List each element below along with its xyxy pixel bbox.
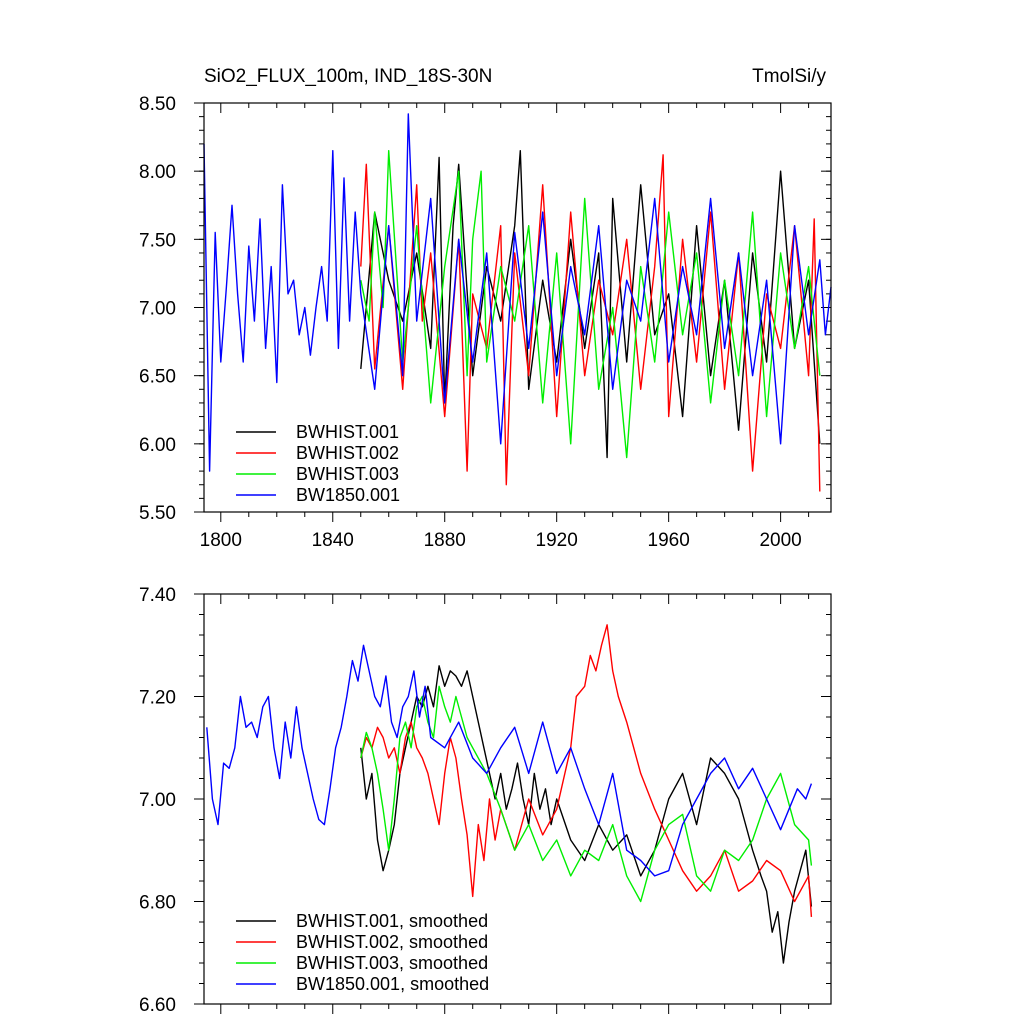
x-tick-label: 1800 <box>200 530 242 551</box>
x-tick-label: 1960 <box>648 530 690 551</box>
legend-label: BWHIST.003 <box>296 464 399 484</box>
bottom-axis-ticks: 6.60 6.80 7.00 7.20 7.40 <box>139 585 831 1016</box>
series-line-bwhist-002 <box>360 154 821 492</box>
top-series-lines <box>203 113 832 492</box>
top-chart-panel: SiO2_FLUX_100m, IND_18S-30N TmolSi/y 180… <box>139 66 832 551</box>
y-tick-label: 8.50 <box>139 94 176 115</box>
legend-label: BWHIST.001, smoothed <box>296 911 488 931</box>
y-tick-label: 7.00 <box>139 299 176 320</box>
y-tick-label: 7.40 <box>139 585 176 606</box>
y-tick-label: 7.20 <box>139 688 176 709</box>
legend-label: BW1850.001 <box>296 485 400 505</box>
x-tick-label: 1880 <box>424 530 466 551</box>
y-tick-label: 6.60 <box>139 995 176 1016</box>
top-chart-units: TmolSi/y <box>752 66 826 87</box>
series-line-bwhist-002 <box>360 624 813 917</box>
series-line-bw1850-001 <box>206 644 813 877</box>
legend-label: BWHIST.002, smoothed <box>296 932 488 952</box>
bottom-plot-frame <box>203 593 832 1005</box>
top-axis-ticks: 1800 1840 1880 1920 1960 2000 5.50 6.00 6.50 7.00… <box>139 94 831 551</box>
y-tick-label: 8.00 <box>139 162 176 183</box>
top-plot-frame <box>203 102 832 513</box>
y-tick-label: 6.00 <box>139 435 176 456</box>
y-tick-label: 7.00 <box>139 790 176 811</box>
legend-label: BWHIST.003, smoothed <box>296 953 488 973</box>
bottom-chart-panel: 6.60 6.80 7.00 7.20 7.40 BWHIST.001, smoothe… <box>139 585 832 1016</box>
series-line-bw1850-001 <box>203 113 832 472</box>
legend-label: BWHIST.001 <box>296 422 399 442</box>
series-line-bwhist-003 <box>360 149 821 459</box>
legend-label: BWHIST.002 <box>296 443 399 463</box>
series-line-bwhist-003 <box>360 685 813 903</box>
bottom-series-lines <box>206 624 813 964</box>
x-tick-label: 1840 <box>312 530 354 551</box>
y-tick-label: 6.80 <box>139 893 176 914</box>
y-tick-label: 6.50 <box>139 367 176 388</box>
y-tick-label: 7.50 <box>139 230 176 251</box>
x-tick-label: 2000 <box>759 530 801 551</box>
y-tick-label: 5.50 <box>139 503 176 524</box>
x-tick-label: 1920 <box>536 530 578 551</box>
legend-label: BW1850.001, smoothed <box>296 974 489 994</box>
top-chart-title: SiO2_FLUX_100m, IND_18S-30N <box>204 66 492 87</box>
series-line-bwhist-001 <box>360 149 821 459</box>
